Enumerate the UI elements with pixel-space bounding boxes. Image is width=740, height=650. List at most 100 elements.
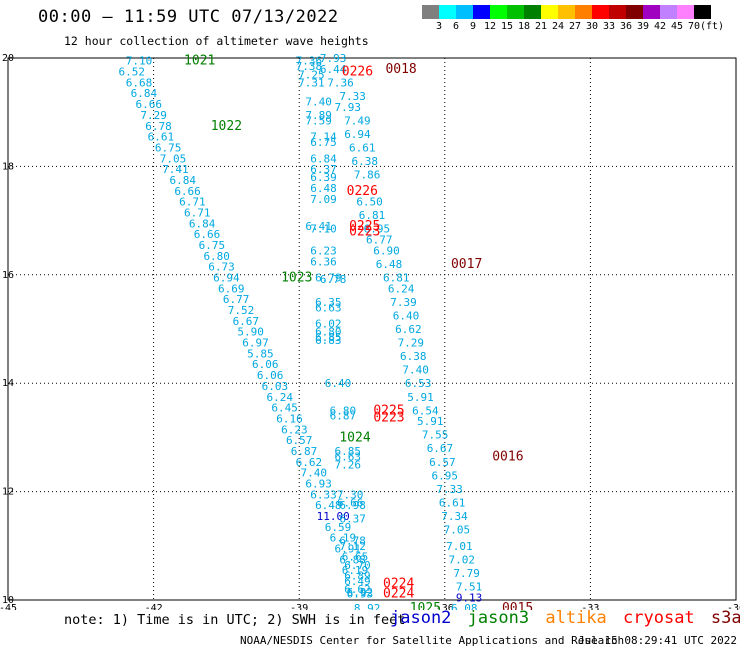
- swh-value-label: 6.85: [315, 331, 342, 344]
- longitude-tick-label: -42: [145, 603, 163, 610]
- pass-time-label: 0225: [373, 403, 404, 418]
- swh-value-label: 8.92: [354, 602, 381, 610]
- swh-value-label: 5.91: [417, 415, 444, 428]
- swh-value-label: 6.71: [179, 196, 206, 209]
- swh-value-label: 7.05: [160, 152, 187, 165]
- swh-value-label: 6.87: [330, 410, 357, 423]
- colorbar-label: 39: [636, 21, 650, 32]
- colorbar-swatch: [609, 5, 626, 19]
- swh-value-label: 6.19: [330, 532, 357, 545]
- swh-value-label: 6.70: [344, 559, 371, 572]
- colorbar-label: 33: [602, 21, 616, 32]
- swh-value-label: 6.57: [429, 456, 456, 469]
- colorbar-label: 15: [500, 21, 514, 32]
- swh-value-label: 6.48: [376, 258, 403, 271]
- swh-value-label: 6.40: [325, 377, 352, 390]
- swh-value-label: 6.81: [359, 209, 386, 222]
- swh-value-label: 6.94: [213, 272, 240, 285]
- swh-value-label: 6.38: [351, 155, 378, 168]
- colorbar-swatch: [422, 5, 439, 19]
- swh-value-label: 6.75: [310, 136, 337, 149]
- swh-value-label: 7.31: [298, 76, 325, 89]
- colorbar-label: 27: [568, 21, 582, 32]
- swh-value-label: 6.40: [393, 309, 420, 322]
- swh-value-label: 6.80: [330, 404, 357, 417]
- swh-value-label: 11.00: [317, 510, 350, 523]
- swh-value-label: 6.38: [400, 350, 427, 363]
- swh-value-label: 6.93: [347, 587, 374, 600]
- swh-value-label: 6.06: [257, 369, 284, 382]
- swh-value-label: 6.39: [310, 171, 337, 184]
- colorbar-swatch: [575, 5, 592, 19]
- colorbar-label: 3: [435, 21, 443, 32]
- colorbar-label: 42: [653, 21, 667, 32]
- swh-value-label: 6.66: [135, 98, 162, 111]
- swh-value-label: 6.63: [315, 301, 342, 314]
- colorbar-label: 9: [469, 21, 477, 32]
- satellite-legend: jason2 jason3 altika cryosat s3a: [390, 608, 740, 628]
- pass-time-label: 0018: [385, 62, 416, 77]
- pass-time-label: 0226: [342, 65, 373, 80]
- colorbar-label: 24: [551, 21, 565, 32]
- swh-value-label: 7.29: [398, 337, 425, 350]
- swh-value-label: 6.02: [315, 318, 342, 331]
- swh-value-label: 6.61: [148, 131, 175, 144]
- swh-value-label: 7.93: [320, 52, 347, 65]
- swh-value-label: 7.26: [334, 459, 361, 472]
- swh-value-label: 6.75: [199, 239, 226, 252]
- swh-value-label: 6.79: [315, 272, 342, 285]
- swh-value-label: 6.75: [155, 141, 182, 154]
- swh-value-label: 6.36: [310, 255, 337, 268]
- swh-value-label: 6.41: [305, 220, 332, 233]
- pass-time-label: 0224: [383, 577, 414, 592]
- swh-value-label: 7.59: [305, 114, 332, 127]
- swh-value-label: 6.37: [310, 163, 337, 176]
- swh-value-label: 7.38: [296, 60, 323, 73]
- swh-value-label: 6.57: [286, 434, 313, 447]
- legend-cryosat: cryosat: [623, 608, 695, 628]
- swh-value-label: 7.52: [228, 304, 255, 317]
- colorbar-swatch: [524, 5, 541, 19]
- swh-value-label: 7.36: [327, 76, 354, 89]
- swh-value-label: 6.83: [315, 334, 342, 347]
- latitude-tick-label: 14: [2, 378, 14, 389]
- map-title: 00:00 – 11:59 UTC 07/13/2022: [38, 7, 339, 27]
- map-subtitle: 12 hour collection of altimeter wave hei…: [64, 34, 369, 48]
- pass-time-label: 0225: [349, 219, 380, 234]
- footer-date: Jul 15 08:29:41 UTC 2022: [578, 634, 737, 647]
- swh-value-label: 6.77: [223, 293, 250, 306]
- swh-value-label: 6.93: [305, 477, 332, 490]
- swh-value-label: 9.13: [456, 591, 483, 604]
- swh-value-label: 7.12: [339, 540, 366, 553]
- swh-value-label: 6.91: [334, 543, 361, 556]
- colorbar-swatch: [660, 5, 677, 19]
- swh-value-label: 6.24: [267, 391, 294, 404]
- legend-jason2: jason2: [390, 608, 452, 628]
- swh-value-label: 6.84: [189, 217, 216, 230]
- swh-value-label: 6.49: [344, 575, 371, 588]
- longitude-tick-label: -36: [436, 603, 454, 610]
- colorbar-swatch: [558, 5, 575, 19]
- swh-value-label: 6.78: [339, 534, 366, 547]
- swh-value-label: 6.69: [218, 282, 245, 295]
- swh-value-label: 7.89: [305, 109, 332, 122]
- swh-value-label: 6.89: [344, 570, 371, 583]
- swh-value-label: 6.71: [184, 206, 211, 219]
- colorbar-swatch: [439, 5, 456, 19]
- swh-value-label: 6.85: [334, 445, 361, 458]
- colorbar-label: 30: [585, 21, 599, 32]
- swh-value-label: 7.49: [344, 114, 371, 127]
- swh-value-label: 6.59: [325, 521, 352, 534]
- swh-value-label: 6.80: [203, 250, 230, 263]
- legend-altika: altika: [545, 608, 607, 628]
- swh-value-label: 6.67: [233, 315, 260, 328]
- swh-value-label: 6.06: [252, 358, 279, 371]
- swh-value-label: 6.37: [339, 513, 366, 526]
- swh-value-label: 6.33: [310, 488, 337, 501]
- colorbar-swatch: [456, 5, 473, 19]
- swh-value-label: 6.84: [310, 152, 337, 165]
- pass-time-label: 1025: [410, 601, 441, 610]
- colorbar-label: 6: [452, 21, 460, 32]
- latitude-tick-label: 10: [2, 595, 14, 606]
- swh-value-label: 5.90: [237, 326, 264, 339]
